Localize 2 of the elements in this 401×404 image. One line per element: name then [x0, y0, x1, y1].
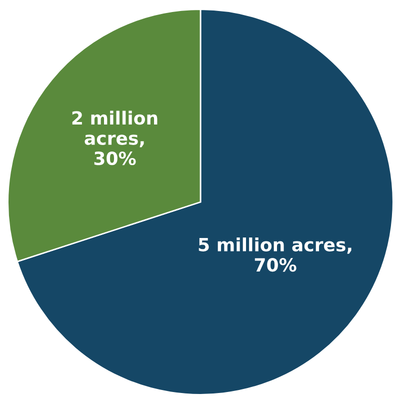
data-label: 5 million acres, 70%	[198, 238, 352, 272]
data-label: 2 million acres, 30%	[72, 110, 158, 166]
